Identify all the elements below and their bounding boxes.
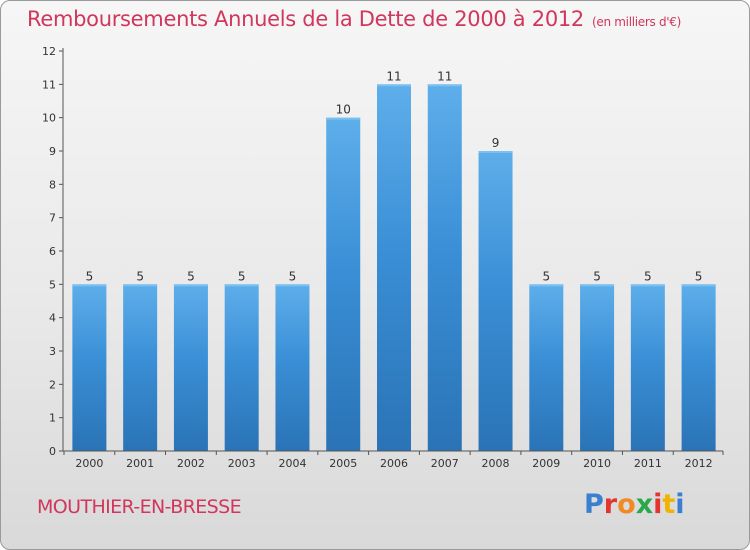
bar-top-edge (478, 151, 513, 153)
bar (173, 284, 208, 451)
bar-top-edge (224, 284, 259, 287)
bar (72, 284, 107, 451)
bar (681, 284, 716, 451)
y-tick-label: 7 (49, 212, 56, 225)
y-tick-label: 9 (49, 145, 56, 158)
data-label: 5 (136, 269, 144, 283)
bar-top-edge (377, 84, 411, 87)
data-label: 5 (542, 269, 550, 283)
x-tick-label: 2003 (228, 457, 256, 470)
bar (224, 284, 259, 451)
chart-title: Remboursements Annuels de la Dette de 20… (27, 7, 682, 31)
data-label: 11 (386, 69, 401, 83)
bar (123, 284, 158, 451)
logo-letter: P (584, 489, 604, 520)
bar-top-edge (72, 284, 107, 287)
data-label: 5 (238, 269, 246, 283)
x-tick-label: 2006 (380, 457, 408, 470)
bar (478, 151, 513, 451)
y-tick-label: 4 (49, 312, 56, 325)
data-label: 5 (289, 269, 297, 283)
bar (630, 284, 665, 451)
bar (275, 284, 310, 451)
logo-letter: r (603, 489, 618, 520)
bar-top-edge (580, 284, 615, 287)
bar-top-edge (275, 284, 310, 287)
y-tick-label: 6 (49, 245, 56, 258)
bar-top-edge (326, 117, 361, 120)
y-tick-label: 11 (42, 78, 56, 91)
bar-top-edge (681, 284, 716, 287)
logo-letter: x (635, 489, 654, 520)
unit-note: (en milliers d'€) (592, 15, 682, 29)
y-tick-label: 8 (49, 178, 56, 191)
bar-top-edge (630, 284, 665, 287)
x-tick-label: 2002 (177, 457, 205, 470)
bar-top-edge (427, 84, 462, 87)
y-tick-label: 3 (49, 345, 56, 358)
y-tick-label: 10 (42, 112, 56, 125)
y-tick-label: 1 (49, 412, 56, 425)
bar-top-edge (529, 284, 564, 287)
data-label: 5 (86, 269, 94, 283)
x-tick-label: 2004 (278, 457, 306, 470)
bar (529, 284, 564, 451)
bar (326, 117, 361, 452)
bar (580, 284, 615, 451)
y-tick-label: 5 (49, 278, 56, 291)
x-tick-label: 2010 (583, 457, 611, 470)
bar-top-edge (123, 284, 158, 287)
x-tick-label: 2011 (634, 457, 662, 470)
x-tick-label: 2007 (431, 457, 459, 470)
bar (427, 84, 462, 451)
bar (377, 84, 411, 451)
city-name: MOUTHIER-EN-BRESSE (37, 496, 242, 518)
logo-letter: o (617, 489, 636, 520)
data-label: 11 (437, 69, 452, 83)
data-label: 9 (492, 136, 500, 150)
y-tick-label: 2 (49, 378, 56, 391)
data-label: 5 (695, 269, 703, 283)
logo-letter: i (675, 489, 685, 520)
data-label: 5 (644, 269, 652, 283)
x-tick-label: 2001 (126, 457, 154, 470)
logo-letter: i (653, 489, 663, 520)
bar-top-edge (173, 284, 208, 287)
y-tick-label: 12 (42, 45, 56, 58)
logo-letter: t (662, 489, 676, 520)
y-tick-label: 0 (49, 445, 56, 458)
x-tick-label: 2000 (75, 457, 103, 470)
x-tick-label: 2012 (685, 457, 713, 470)
proxiti-logo[interactable]: Proxiti (584, 489, 685, 520)
x-tick-label: 2009 (532, 457, 560, 470)
x-tick-label: 2005 (329, 457, 357, 470)
data-label: 5 (187, 269, 195, 283)
x-tick-label: 2008 (482, 457, 510, 470)
data-label: 5 (593, 269, 601, 283)
data-label: 10 (336, 103, 351, 117)
